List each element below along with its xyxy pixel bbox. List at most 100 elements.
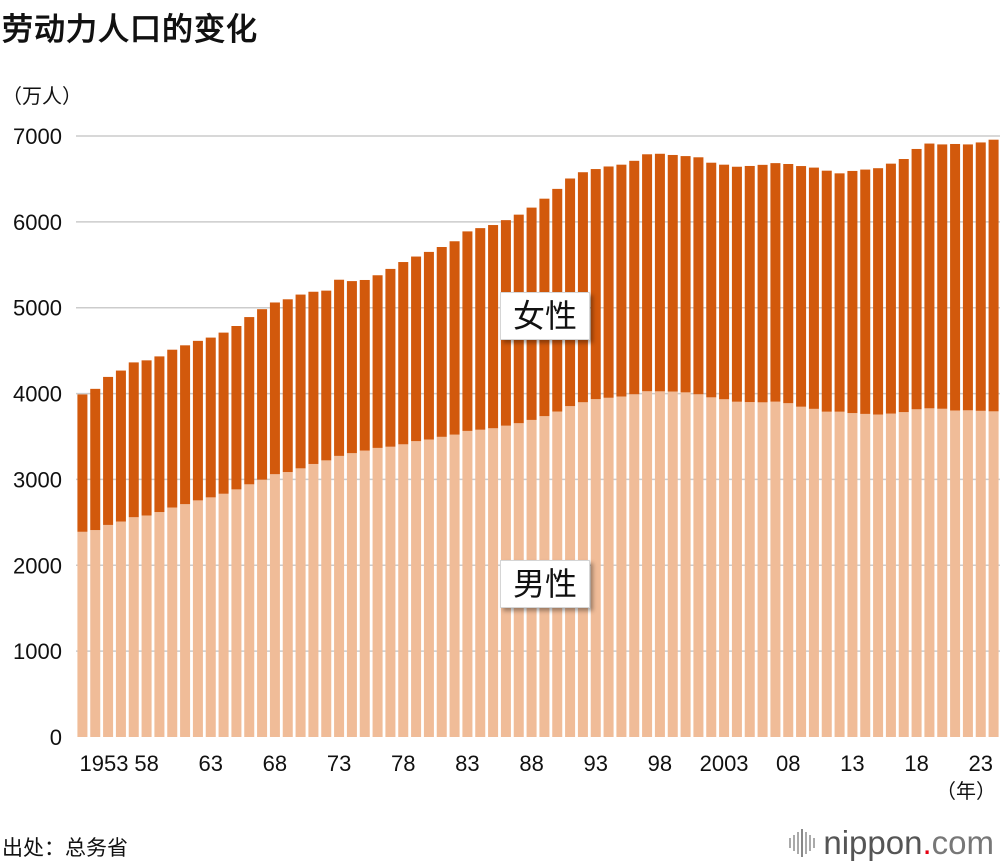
- bar-men-2003: [719, 399, 730, 737]
- bar-women-2023: [975, 142, 986, 411]
- bar-women-1984: [475, 228, 486, 430]
- bar-men-1970: [295, 468, 306, 737]
- x-tick-label: 68: [263, 751, 287, 776]
- bar-men-1979: [411, 441, 422, 737]
- bar-women-2018: [911, 148, 922, 410]
- bar-men-2011: [821, 411, 832, 737]
- bar-women-1957: [128, 362, 139, 518]
- series-label-women: 女性: [500, 292, 591, 340]
- bar-women-1996: [629, 160, 640, 395]
- bar-women-1983: [462, 231, 473, 431]
- x-axis-unit: （年）: [936, 779, 996, 803]
- bar-women-2002: [706, 162, 717, 398]
- bar-women-1980: [423, 251, 434, 440]
- bar-men-1974: [346, 453, 357, 737]
- bar-men-1964: [218, 493, 229, 737]
- bar-men-2024: [988, 411, 999, 737]
- bar-men-1958: [141, 515, 152, 737]
- bar-men-1968: [269, 474, 280, 737]
- logo-mark-icon: [789, 829, 816, 857]
- bar-women-1993: [590, 169, 601, 400]
- x-tick-label: 18: [904, 751, 928, 776]
- bar-women-1977: [385, 268, 396, 447]
- bar-men-2015: [873, 414, 884, 737]
- y-tick-label: 7000: [13, 124, 62, 149]
- bar-women-1995: [616, 164, 627, 397]
- bar-women-2000: [680, 156, 691, 393]
- bar-women-2015: [873, 168, 884, 415]
- y-tick-label: 4000: [13, 382, 62, 407]
- bar-men-1966: [244, 484, 255, 737]
- bar-men-1976: [372, 447, 383, 737]
- x-tick-label: 88: [519, 751, 543, 776]
- bar-men-2018: [911, 409, 922, 737]
- logo-main: nippon: [823, 824, 923, 861]
- bar-men-1965: [231, 489, 242, 737]
- bar-men-1982: [449, 434, 460, 737]
- bar-men-2009: [796, 406, 807, 737]
- bar-women-1967: [257, 309, 268, 480]
- bar-women-1953: [77, 394, 88, 532]
- x-tick-label: 58: [134, 751, 158, 776]
- bar-women-1958: [141, 360, 152, 516]
- bar-men-2004: [731, 401, 742, 737]
- bar-women-1966: [244, 317, 255, 485]
- bar-men-1983: [462, 430, 473, 737]
- bar-women-1960: [167, 349, 178, 508]
- bar-women-1979: [411, 256, 422, 442]
- bar-women-2013: [847, 170, 858, 414]
- bar-women-2008: [783, 163, 794, 404]
- bar-men-1953: [77, 531, 88, 737]
- logo-suffix: com: [931, 824, 994, 861]
- bar-women-1976: [372, 275, 383, 448]
- bar-men-1957: [128, 517, 139, 737]
- bar-men-1973: [334, 455, 345, 737]
- bar-men-2022: [962, 410, 973, 737]
- bar-men-1967: [257, 479, 268, 737]
- bar-men-2001: [693, 394, 704, 737]
- bar-women-2016: [885, 163, 896, 414]
- bar-women-1994: [603, 166, 614, 398]
- bar-women-2007: [770, 163, 781, 402]
- bar-women-2009: [796, 166, 807, 407]
- bar-men-2006: [757, 402, 768, 737]
- bar-men-2002: [706, 397, 717, 737]
- series-label-men: 男性: [500, 560, 591, 608]
- y-tick-label: 3000: [13, 467, 62, 492]
- bar-women-1970: [295, 294, 306, 469]
- bar-men-2007: [770, 401, 781, 737]
- bar-women-1974: [346, 281, 357, 454]
- x-tick-label: 23: [969, 751, 993, 776]
- x-tick-label: 13: [840, 751, 864, 776]
- bar-men-1981: [436, 436, 447, 737]
- bar-women-1954: [90, 388, 101, 531]
- bar-women-1955: [103, 376, 114, 525]
- y-tick-label: 6000: [13, 210, 62, 235]
- bar-women-2011: [821, 170, 832, 412]
- x-tick-label: 08: [776, 751, 800, 776]
- bar-women-1981: [436, 247, 447, 437]
- bar-men-1996: [629, 394, 640, 737]
- bar-men-1997: [642, 391, 653, 737]
- bar-women-1998: [654, 153, 665, 392]
- bar-women-1978: [398, 262, 409, 445]
- bar-men-1956: [115, 521, 126, 737]
- bar-men-1960: [167, 507, 178, 737]
- bar-men-2016: [885, 413, 896, 737]
- bar-men-2012: [834, 411, 845, 737]
- y-tick-label: 0: [50, 725, 62, 750]
- bar-men-2010: [808, 408, 819, 737]
- bar-men-1972: [321, 460, 332, 737]
- bar-women-1999: [667, 154, 678, 392]
- x-tick-label: 93: [584, 751, 608, 776]
- bar-women-1985: [488, 225, 499, 429]
- bar-women-2003: [719, 164, 730, 400]
- bar-women-2020: [937, 144, 948, 409]
- bar-men-1961: [180, 504, 191, 737]
- bar-women-1992: [577, 172, 588, 403]
- bar-men-1955: [103, 524, 114, 737]
- bar-men-1977: [385, 446, 396, 737]
- bar-women-2006: [757, 164, 768, 403]
- bar-women-1963: [205, 337, 216, 498]
